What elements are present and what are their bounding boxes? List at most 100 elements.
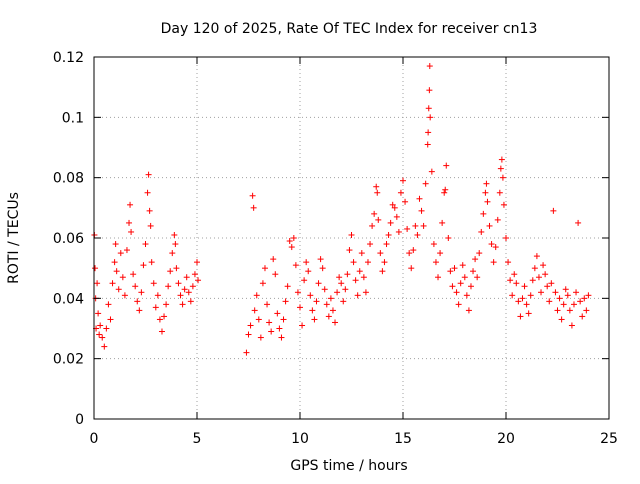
data-point xyxy=(441,189,448,196)
data-point xyxy=(261,265,268,272)
data-point xyxy=(179,301,186,308)
data-point xyxy=(577,298,584,305)
data-point xyxy=(373,183,380,190)
data-point xyxy=(383,241,390,248)
data-point xyxy=(348,231,355,238)
data-point xyxy=(379,268,386,275)
data-point xyxy=(161,313,168,320)
data-point xyxy=(167,268,174,275)
data-point xyxy=(299,322,306,329)
data-point xyxy=(412,222,419,229)
data-point xyxy=(472,256,479,263)
data-point xyxy=(259,280,266,287)
data-point xyxy=(290,235,297,241)
data-point xyxy=(97,322,104,329)
data-point xyxy=(465,307,472,314)
data-point xyxy=(175,280,182,287)
data-point xyxy=(570,301,577,308)
data-point xyxy=(476,250,483,257)
data-point xyxy=(268,328,275,335)
data-point xyxy=(92,265,99,272)
data-point xyxy=(442,186,449,193)
data-point xyxy=(492,244,499,251)
data-point xyxy=(478,228,485,235)
data-point xyxy=(480,210,487,217)
data-point xyxy=(422,180,429,187)
data-point xyxy=(562,286,569,293)
data-point xyxy=(338,280,345,287)
data-point xyxy=(315,280,322,287)
data-point xyxy=(484,198,491,205)
data-point xyxy=(424,141,431,148)
y-tick-label: 0.12 xyxy=(53,50,84,66)
x-tick-label: 25 xyxy=(600,431,618,447)
data-point xyxy=(309,307,316,314)
data-point xyxy=(117,250,124,257)
data-point xyxy=(136,307,143,314)
data-point xyxy=(257,334,264,341)
data-point xyxy=(145,171,152,178)
data-point xyxy=(443,162,450,169)
data-point xyxy=(334,289,341,296)
data-point xyxy=(95,310,102,317)
data-point xyxy=(449,283,456,290)
data-point xyxy=(119,274,126,281)
data-point xyxy=(377,250,384,257)
data-point xyxy=(245,331,252,338)
data-point xyxy=(177,292,184,299)
data-point xyxy=(519,295,526,302)
y-tick-label: 0.04 xyxy=(53,291,84,307)
data-point xyxy=(107,316,114,323)
data-point xyxy=(327,295,334,302)
x-tick-label: 15 xyxy=(394,431,412,447)
data-point xyxy=(194,259,200,266)
data-point xyxy=(511,271,518,278)
data-point xyxy=(482,189,489,196)
data-point xyxy=(165,283,172,290)
data-point xyxy=(408,265,415,272)
data-point xyxy=(185,289,192,296)
data-point xyxy=(152,304,159,311)
data-point xyxy=(115,286,122,293)
data-point xyxy=(94,280,101,287)
data-point xyxy=(172,241,179,248)
data-point xyxy=(453,289,460,296)
data-point xyxy=(515,298,522,305)
data-point xyxy=(554,307,561,314)
data-point xyxy=(447,268,454,275)
data-point xyxy=(181,286,188,293)
data-point xyxy=(156,316,163,323)
data-point xyxy=(286,238,293,245)
data-point xyxy=(112,241,119,248)
data-point xyxy=(138,289,145,296)
data-point xyxy=(474,274,481,281)
x-axis-title: GPS time / hours xyxy=(290,458,407,474)
data-point xyxy=(533,253,540,260)
data-point xyxy=(154,292,161,299)
data-point xyxy=(406,250,413,257)
data-point xyxy=(123,247,130,254)
data-point xyxy=(525,310,532,317)
data-point xyxy=(393,213,400,220)
data-point xyxy=(414,231,421,238)
data-point xyxy=(402,198,409,205)
data-point xyxy=(158,328,165,335)
data-point xyxy=(150,280,157,287)
data-point xyxy=(163,301,170,308)
data-point xyxy=(272,271,279,278)
data-point xyxy=(544,283,551,290)
data-points xyxy=(91,63,592,356)
data-point xyxy=(173,265,180,272)
data-point xyxy=(490,259,497,266)
data-point xyxy=(579,313,586,320)
data-point xyxy=(284,283,291,290)
data-point xyxy=(445,235,452,241)
data-point xyxy=(301,277,308,284)
y-tick-label: 0.1 xyxy=(62,110,84,126)
data-point xyxy=(410,247,417,254)
data-point xyxy=(336,274,343,281)
data-point xyxy=(270,256,277,263)
data-point xyxy=(307,292,314,299)
data-point xyxy=(255,316,262,323)
